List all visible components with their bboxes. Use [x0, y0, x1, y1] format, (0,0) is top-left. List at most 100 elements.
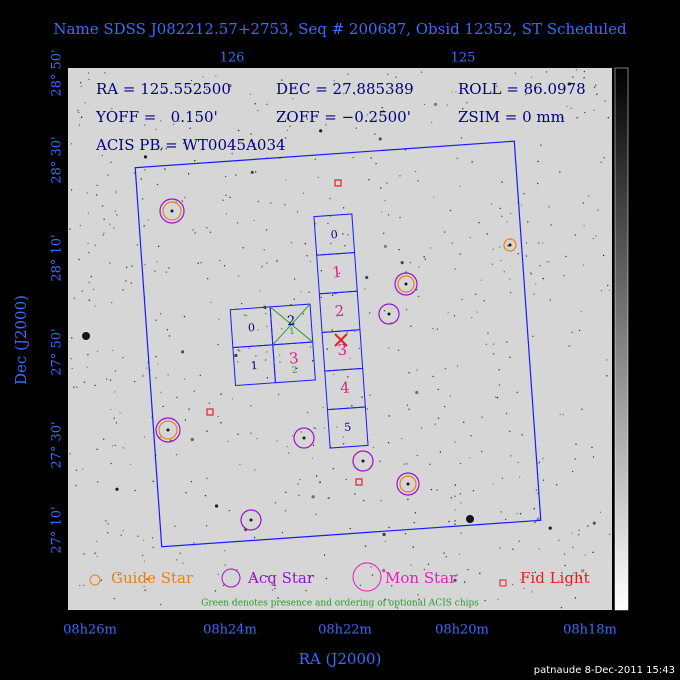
- sky-star: [593, 109, 595, 112]
- sky-star: [166, 428, 170, 432]
- sky-star: [536, 517, 540, 521]
- sky-star: [460, 532, 462, 534]
- sky-star: [271, 583, 273, 585]
- sky-star: [463, 581, 466, 583]
- sky-star: [143, 585, 145, 588]
- sky-star: [160, 391, 162, 394]
- sky-star: [578, 329, 581, 332]
- top-tick: 125: [451, 51, 476, 66]
- sky-star: [439, 451, 442, 453]
- sky-star: [595, 235, 597, 237]
- sky-star: [94, 552, 96, 554]
- sky-star: [189, 127, 191, 129]
- sky-star: [254, 469, 256, 471]
- sky-star: [342, 233, 344, 235]
- sky-star: [454, 523, 456, 525]
- sky-star: [454, 495, 456, 497]
- sky-star: [250, 405, 252, 407]
- sky-star: [521, 434, 523, 436]
- sky-star: [400, 261, 404, 265]
- sky-star: [77, 109, 79, 112]
- sky-star: [281, 531, 284, 534]
- chip-label: 0: [248, 321, 256, 334]
- sky-star: [467, 568, 469, 571]
- sky-star: [580, 310, 583, 313]
- sky-star: [109, 262, 111, 264]
- sky-star: [102, 234, 104, 236]
- sky-star: [302, 313, 305, 315]
- sky-star: [509, 356, 511, 358]
- sky-star: [218, 259, 221, 262]
- sky-star: [500, 511, 502, 513]
- sky-star: [403, 463, 406, 465]
- fid-light: [355, 478, 363, 486]
- sky-star: [291, 435, 294, 437]
- sky-star: [574, 597, 577, 599]
- sky-star: [315, 223, 317, 225]
- sky-star: [190, 79, 193, 82]
- chip-label: 1: [250, 359, 258, 372]
- sky-star: [527, 221, 529, 223]
- sky-star: [533, 508, 535, 510]
- sky-star: [106, 532, 109, 534]
- sky-star: [384, 598, 386, 601]
- chip-label: 5: [344, 421, 352, 434]
- sky-star: [168, 335, 171, 337]
- sky-star: [287, 452, 290, 454]
- sky-star: [448, 520, 450, 523]
- sky-star: [409, 261, 412, 264]
- sky-star: [445, 556, 447, 558]
- sky-star: [224, 550, 226, 552]
- sky-star: [534, 521, 537, 523]
- sky-star: [205, 525, 208, 527]
- sky-star: [374, 133, 376, 135]
- sky-star: [584, 554, 586, 556]
- sky-star: [217, 415, 219, 418]
- sky-star: [237, 129, 240, 132]
- sky-star: [131, 265, 133, 267]
- sky-star: [500, 259, 502, 262]
- sky-star: [94, 244, 96, 247]
- sky-star: [410, 325, 412, 328]
- sky-star: [387, 73, 389, 75]
- sky-star: [197, 262, 199, 264]
- sky-star: [359, 584, 362, 587]
- sky-star: [327, 497, 329, 499]
- sky-star: [228, 84, 232, 88]
- sky-star: [378, 137, 382, 141]
- sky-star: [157, 245, 160, 248]
- sky-star: [480, 279, 482, 281]
- sky-star: [509, 278, 511, 281]
- sky-star: [285, 491, 287, 494]
- fid-light: [206, 408, 214, 416]
- sky-star: [443, 405, 446, 408]
- chip: [326, 406, 369, 449]
- legend-fid-symbol: [499, 579, 507, 587]
- sky-star: [191, 90, 193, 92]
- sky-star: [497, 598, 499, 601]
- sky-star: [220, 393, 222, 395]
- sky-star: [264, 307, 267, 310]
- sky-star: [559, 171, 561, 173]
- sky-star: [184, 419, 187, 421]
- sky-star: [331, 294, 334, 296]
- acq-star: [159, 198, 185, 224]
- sky-star: [530, 273, 533, 275]
- sky-star: [518, 476, 521, 478]
- sky-star: [565, 255, 567, 258]
- sky-star: [382, 532, 386, 537]
- sky-star: [274, 587, 276, 590]
- sky-star: [369, 394, 371, 396]
- sky-star: [364, 288, 366, 290]
- sky-star: [382, 568, 386, 573]
- sky-star: [165, 271, 168, 273]
- sky-star: [266, 575, 269, 578]
- legend-mon: Mon Star: [385, 569, 457, 587]
- sky-star: [156, 261, 158, 263]
- sky-star: [217, 573, 219, 576]
- sky-star: [413, 521, 415, 524]
- sky-star: [523, 192, 525, 195]
- sky-star: [556, 484, 558, 486]
- sky-star: [210, 301, 212, 304]
- sky-star: [388, 415, 390, 417]
